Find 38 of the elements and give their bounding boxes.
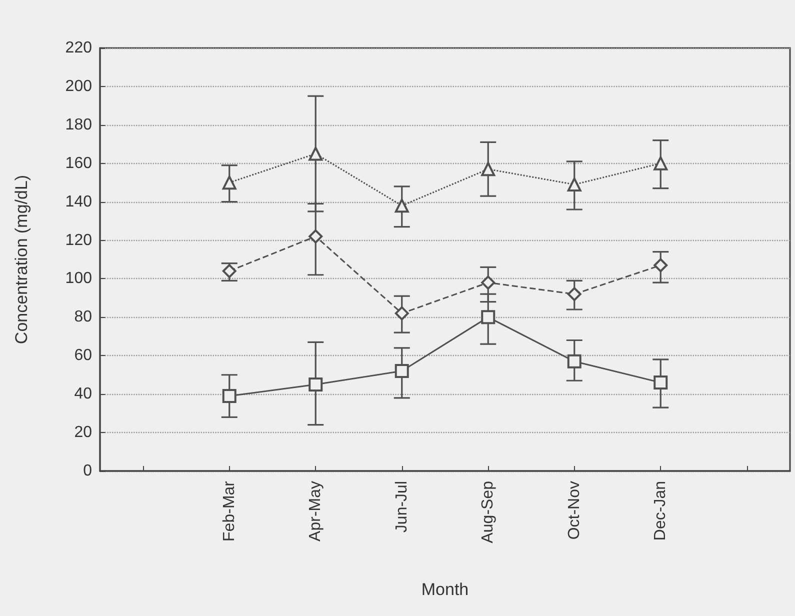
point <box>394 198 409 213</box>
y-tick-label: 140 <box>65 193 92 210</box>
y-tick-label: 160 <box>65 154 92 172</box>
point <box>222 176 236 190</box>
x-tick-label: Dec-Jan <box>652 481 670 541</box>
y-tick-label: 180 <box>65 116 92 134</box>
y-tick-label: 220 <box>65 40 92 56</box>
y-axis-title: Concentration (mg/dL) <box>12 174 31 344</box>
point <box>308 229 323 244</box>
point <box>222 264 236 278</box>
point <box>481 276 496 290</box>
x-tick-label: Feb-Mar <box>220 480 238 542</box>
y-tick-label: 60 <box>74 347 92 364</box>
x-tick-label: Oct-Nov <box>566 481 583 540</box>
point <box>654 376 668 390</box>
point <box>567 354 582 368</box>
y-tick-label: 100 <box>65 270 92 288</box>
point <box>308 146 323 161</box>
y-tick-label: 40 <box>74 386 92 403</box>
point <box>308 377 323 392</box>
point <box>654 258 668 272</box>
y-tick-label: 80 <box>74 308 92 326</box>
point <box>481 162 496 176</box>
x-tick-label: Jun-Jul <box>393 481 410 533</box>
point <box>222 389 236 404</box>
x-axis-title: Month <box>421 580 469 599</box>
y-tick-label: 0 <box>83 462 92 480</box>
point <box>481 310 496 324</box>
y-tick-label: 20 <box>74 424 92 442</box>
point <box>394 306 409 320</box>
point <box>394 364 409 378</box>
y-tick-label: 120 <box>65 232 92 249</box>
x-tick-label: Apr-May <box>307 481 324 542</box>
point <box>567 287 582 302</box>
point <box>567 178 582 192</box>
y-tick-label: 200 <box>65 78 92 95</box>
x-tick-label: Aug-Sep <box>480 480 497 544</box>
point <box>654 156 668 170</box>
